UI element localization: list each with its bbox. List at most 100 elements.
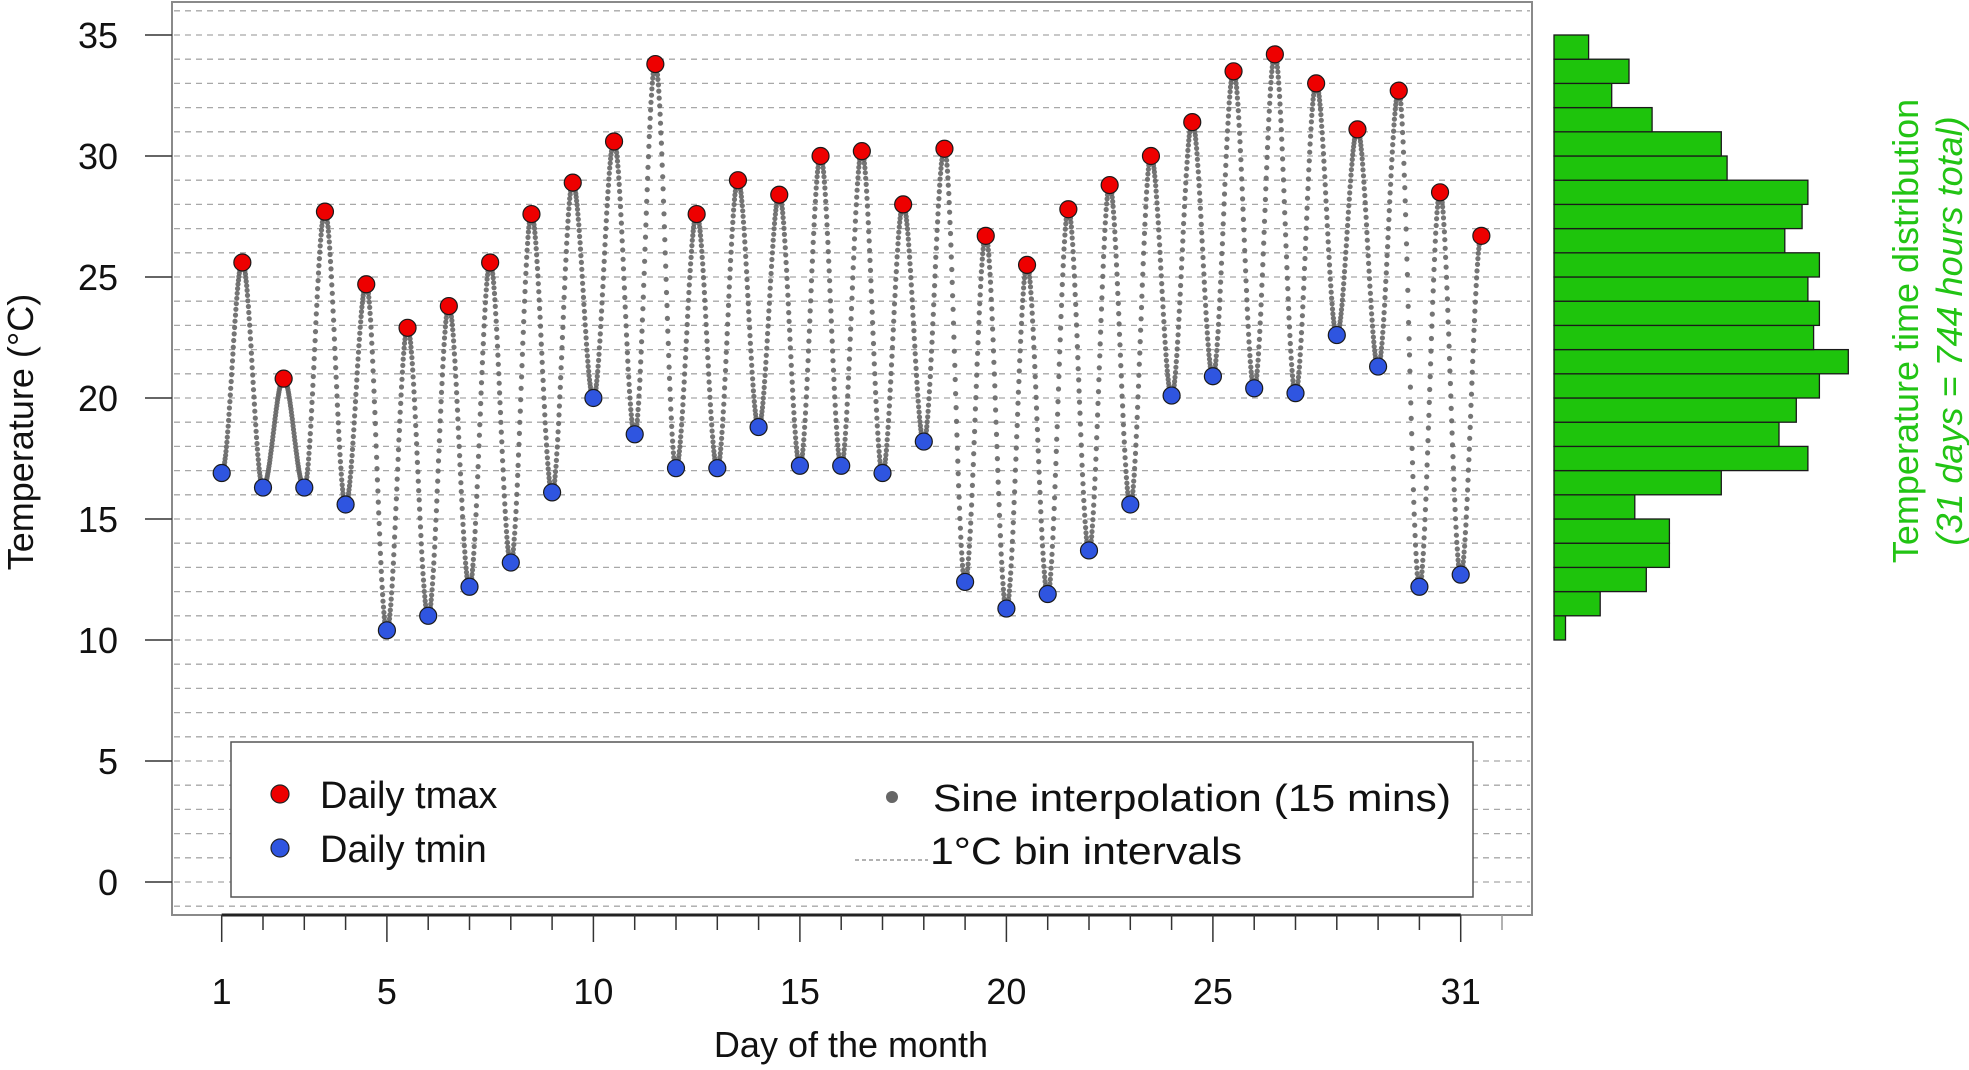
sine-dot <box>1324 214 1330 221</box>
sine-dot <box>967 536 973 542</box>
sine-dot <box>1379 340 1385 346</box>
sine-dot <box>1267 93 1273 99</box>
sine-dot <box>227 392 233 398</box>
sine-dot <box>1070 256 1077 262</box>
sine-dot <box>1419 573 1425 579</box>
sine-dot <box>622 294 628 301</box>
sine-dot <box>722 367 729 374</box>
sine-dot <box>944 168 951 174</box>
sine-dot <box>1123 468 1129 475</box>
sine-dot <box>787 345 794 351</box>
sine-dot <box>1280 166 1286 172</box>
sine-dot <box>870 330 876 336</box>
tmax-point <box>563 173 582 192</box>
sine-dot <box>1340 292 1346 298</box>
sine-dot <box>337 452 343 458</box>
sine-dot <box>721 393 727 399</box>
sine-dot <box>1235 108 1241 114</box>
sine-dot <box>332 345 338 352</box>
sine-dot <box>863 175 869 181</box>
sine-dot <box>641 270 647 276</box>
sine-dot <box>668 415 674 421</box>
sine-dot <box>348 464 354 470</box>
sine-dot <box>709 428 715 434</box>
sine-dot <box>1200 246 1206 252</box>
sine-dot <box>457 471 464 477</box>
sine-dot <box>514 482 520 488</box>
sine-dot <box>1309 106 1315 113</box>
sine-dot <box>676 452 682 458</box>
sine-dot <box>438 408 444 414</box>
sine-dot <box>932 283 938 289</box>
sine-dot <box>1431 277 1437 283</box>
sine-dot <box>478 400 484 407</box>
sine-dot <box>1388 165 1394 171</box>
sine-dot <box>644 198 650 204</box>
sine-dot <box>842 442 848 448</box>
sine-dot <box>515 452 522 458</box>
sine-dot <box>1215 321 1222 327</box>
sine-dot <box>739 198 745 204</box>
sine-dot <box>1091 494 1097 500</box>
sine-dot <box>1329 295 1335 301</box>
sine-dot <box>1115 300 1121 306</box>
sine-dot <box>422 598 428 604</box>
sine-dot <box>1285 296 1291 302</box>
sine-dot <box>1298 345 1304 351</box>
sine-dot <box>253 434 260 441</box>
sine-dot <box>538 332 544 338</box>
histogram-bar <box>1553 421 1780 448</box>
sine-dot <box>1159 281 1165 287</box>
sine-dot <box>811 222 817 228</box>
sine-dot <box>956 483 962 489</box>
sine-dot <box>1120 412 1126 418</box>
sine-dot <box>1078 442 1084 448</box>
sine-dot <box>704 338 710 344</box>
tmin-point <box>1079 541 1099 560</box>
sine-dot <box>502 508 508 514</box>
sine-dot <box>558 375 564 381</box>
sine-dot <box>933 245 939 251</box>
sine-dot <box>1307 141 1313 147</box>
sine-dot <box>1288 355 1294 361</box>
sine-dot <box>748 348 754 354</box>
sine-dot <box>338 471 344 477</box>
sine-dot <box>318 227 325 233</box>
sine-dot <box>1012 478 1018 484</box>
sine-dot <box>825 249 831 255</box>
sine-dot <box>439 372 445 378</box>
sine-dot <box>1015 400 1021 406</box>
sine-dot <box>1019 304 1025 311</box>
sine-dot <box>635 406 641 413</box>
sine-dot <box>453 381 459 387</box>
sine-dot <box>232 324 238 331</box>
sine-dot <box>889 353 895 359</box>
sine-dot <box>1226 100 1232 106</box>
sine-dot <box>1157 249 1163 255</box>
sine-dot <box>1278 127 1284 133</box>
sine-dot <box>998 542 1004 548</box>
sine-dot <box>521 319 527 325</box>
sine-dot <box>830 358 836 364</box>
sine-dot <box>1248 364 1254 370</box>
sine-dot <box>647 124 653 130</box>
sine-dot <box>449 317 455 324</box>
sine-dot <box>1033 384 1039 390</box>
sine-dot <box>1122 447 1128 453</box>
sine-dot <box>916 404 922 410</box>
sine-dot <box>461 536 467 542</box>
sine-dot <box>1007 582 1013 589</box>
sine-dot <box>698 237 704 243</box>
sine-dot <box>410 374 416 380</box>
sine-dot <box>1407 368 1413 374</box>
sine-dot <box>1283 232 1289 238</box>
sine-dot <box>827 278 833 284</box>
sine-dot <box>615 169 622 175</box>
sine-dot <box>726 293 732 299</box>
sine-dot <box>401 340 408 346</box>
sine-dot <box>642 246 648 252</box>
sine-dot <box>1463 522 1469 528</box>
sine-dot <box>889 344 896 351</box>
sine-dot <box>461 543 467 549</box>
sine-dot <box>906 242 912 248</box>
